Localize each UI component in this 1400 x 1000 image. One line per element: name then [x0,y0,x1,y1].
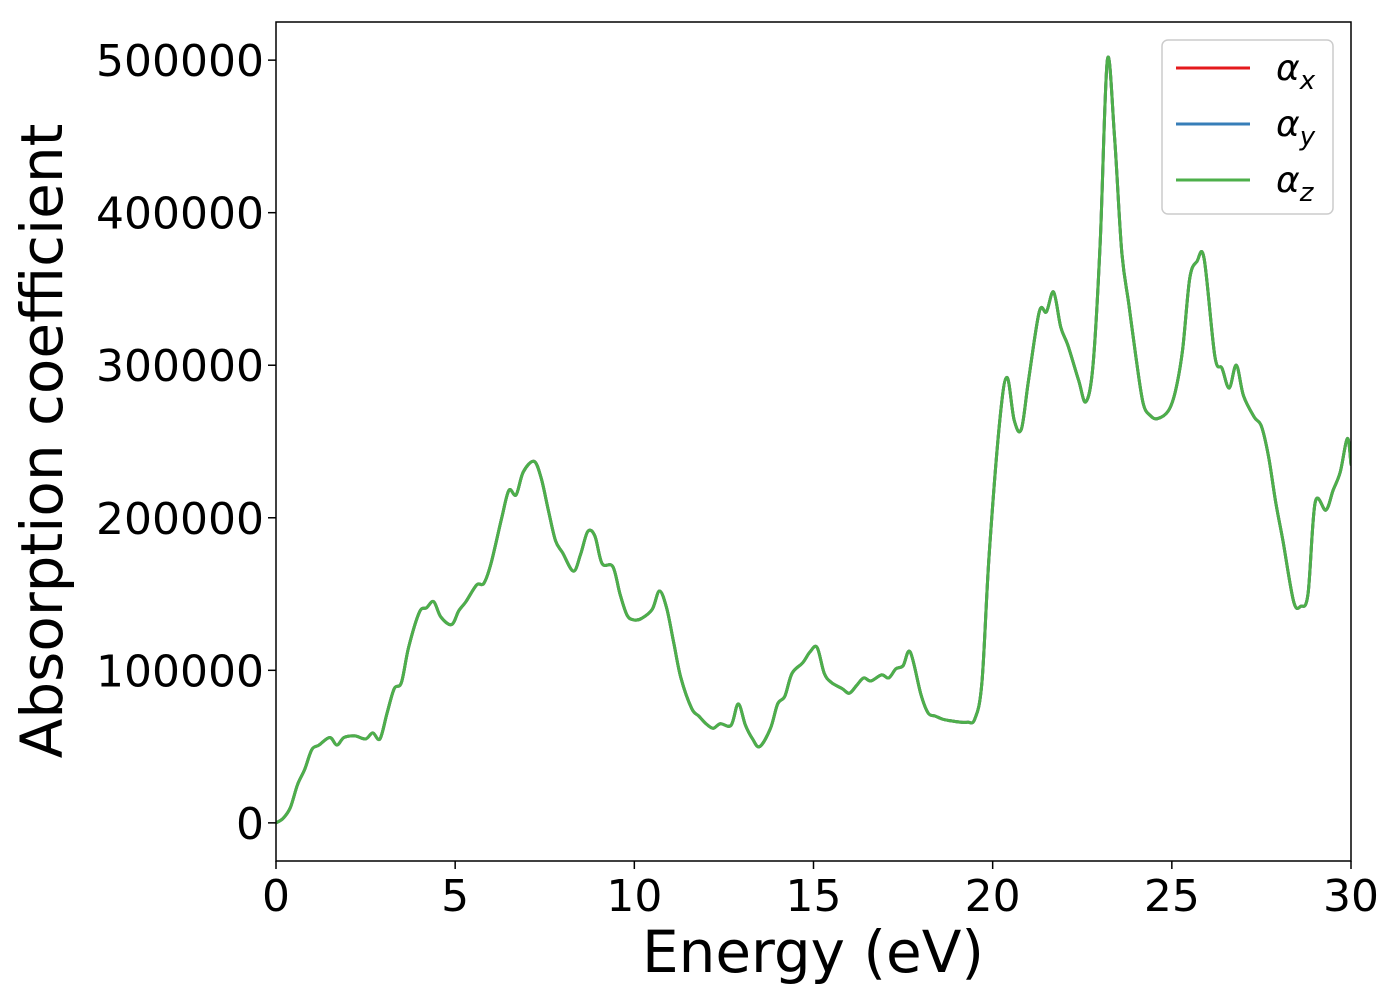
x-axis-label: Energy (eV) [642,918,984,986]
legend: αx αy αz [1161,39,1334,215]
legend-entry-alpha-x: αx [1276,48,1316,96]
y-axis-label: Absorption coefficient [8,124,76,759]
x-tick-label: 5 [441,871,469,922]
series-layer [276,55,1351,825]
x-tick-label: 15 [786,871,842,922]
legend-entry-alpha-z: αz [1276,160,1315,208]
y-tick-label: 200000 [96,494,264,545]
y-tick-label: 100000 [96,646,264,697]
y-tick-label: 400000 [96,189,264,240]
x-tick-label: 10 [606,871,662,922]
x-axis: 0 5 10 15 20 25 30 [262,861,1379,922]
x-tick-label: 20 [965,871,1021,922]
y-tick-label: 0 [236,799,264,850]
y-tick-label: 300000 [96,341,264,392]
series-line-alpha-z [276,55,1351,825]
legend-box [1161,39,1334,215]
x-tick-label: 30 [1323,871,1379,922]
y-tick-label: 500000 [96,36,264,87]
x-tick-label: 25 [1144,871,1200,922]
legend-entry-alpha-y: αy [1276,104,1316,152]
y-axis: 0 100000 200000 300000 400000 500000 [96,36,276,850]
x-tick-label: 0 [262,871,290,922]
